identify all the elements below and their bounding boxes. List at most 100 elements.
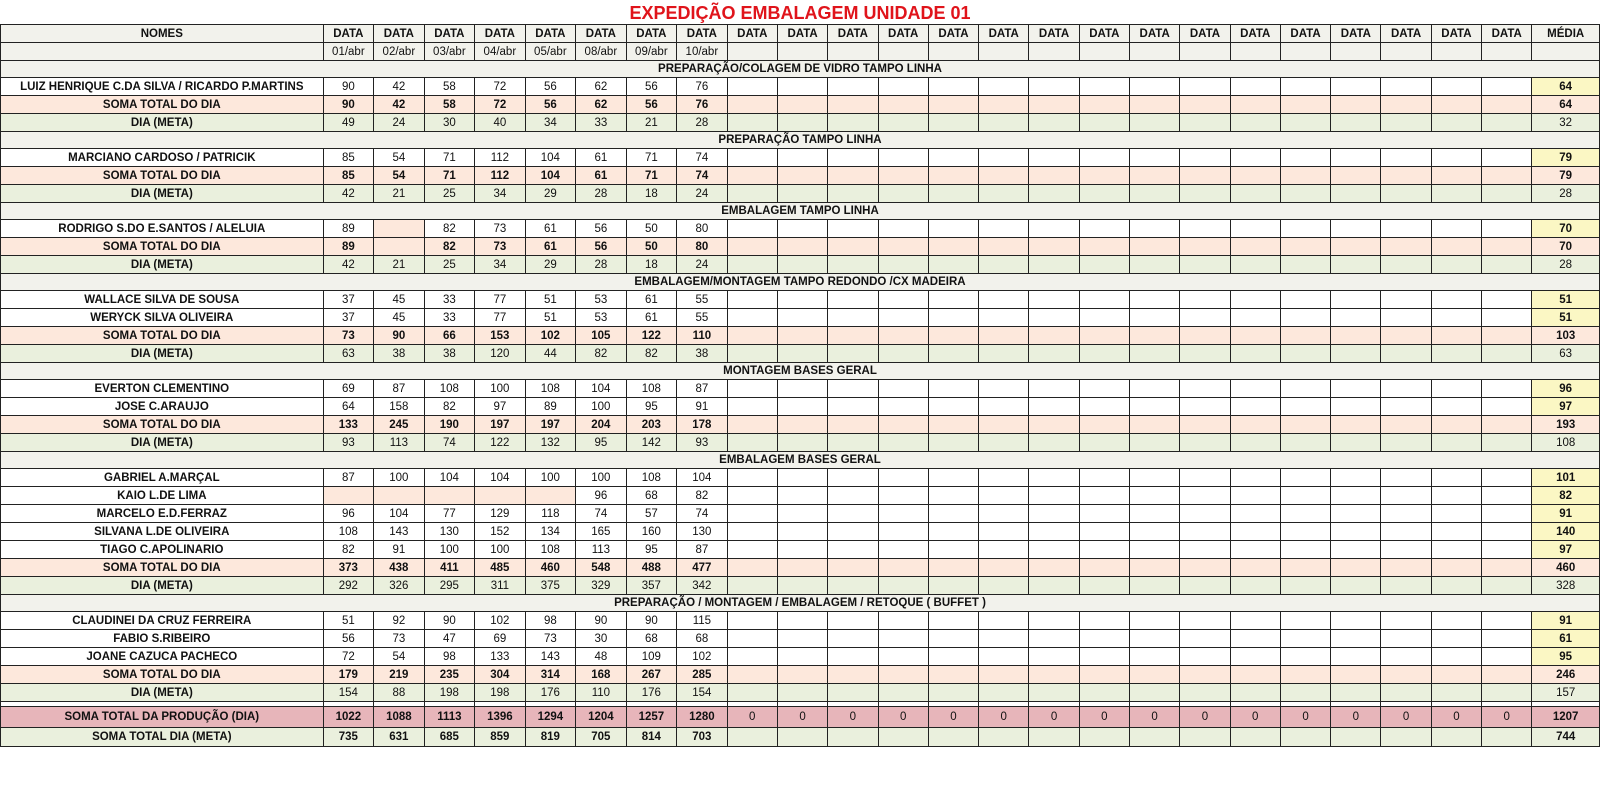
value-cell[interactable] xyxy=(1430,184,1483,203)
value-cell[interactable] xyxy=(1229,113,1281,132)
value-cell[interactable] xyxy=(1028,504,1080,523)
value-cell[interactable] xyxy=(1179,148,1231,167)
value-cell[interactable]: 38 xyxy=(373,344,425,363)
value-cell[interactable]: 98 xyxy=(524,611,577,630)
date-cell[interactable]: 03/abr xyxy=(423,42,476,61)
value-cell[interactable] xyxy=(927,237,980,256)
value-cell[interactable]: 93 xyxy=(676,433,728,452)
value-cell[interactable]: 142 xyxy=(625,433,678,452)
value-cell[interactable] xyxy=(978,522,1030,541)
value-cell[interactable] xyxy=(1078,558,1130,577)
value-cell[interactable] xyxy=(1481,308,1533,327)
date-cell[interactable] xyxy=(1229,42,1281,61)
value-cell[interactable]: 56 xyxy=(524,77,577,96)
zero-cell[interactable]: 0 xyxy=(827,706,879,728)
date-cell[interactable]: 04/abr xyxy=(474,42,526,61)
value-cell[interactable] xyxy=(1481,237,1533,256)
value-cell[interactable] xyxy=(877,219,929,238)
value-cell[interactable] xyxy=(1430,468,1483,487)
value-cell[interactable]: 115 xyxy=(676,611,728,630)
value-cell[interactable] xyxy=(1430,665,1483,684)
value-cell[interactable] xyxy=(726,219,778,238)
value-cell[interactable] xyxy=(927,255,980,274)
value-cell[interactable] xyxy=(877,468,929,487)
value-cell[interactable] xyxy=(877,184,929,203)
meta-row-avg[interactable]: 28 xyxy=(1531,255,1600,274)
value-cell[interactable] xyxy=(927,148,980,167)
value-cell[interactable] xyxy=(726,344,778,363)
value-cell[interactable] xyxy=(927,486,980,505)
meta-row-avg[interactable]: 28 xyxy=(1531,184,1600,203)
value-cell[interactable]: 25 xyxy=(423,255,476,274)
value-cell[interactable] xyxy=(1028,665,1080,684)
value-cell[interactable]: 267 xyxy=(625,665,678,684)
value-cell[interactable]: 62 xyxy=(575,95,627,114)
header-data[interactable]: DATA xyxy=(927,24,980,43)
zero-cell[interactable]: 0 xyxy=(1028,706,1080,728)
value-cell[interactable] xyxy=(1279,611,1332,630)
value-cell[interactable]: 55 xyxy=(676,290,728,309)
value-cell[interactable] xyxy=(776,344,829,363)
value-cell[interactable] xyxy=(1481,629,1533,648)
soma-row-avg[interactable]: 193 xyxy=(1531,415,1600,434)
value-cell[interactable]: 113 xyxy=(575,540,627,559)
value-cell[interactable] xyxy=(776,148,829,167)
value-cell[interactable] xyxy=(877,379,929,398)
value-cell[interactable]: 143 xyxy=(524,647,577,666)
value-cell[interactable] xyxy=(776,95,829,114)
person-row-name[interactable]: JOANE CAZUCA PACHECO xyxy=(0,647,324,666)
value-cell[interactable]: 63 xyxy=(322,344,375,363)
value-cell[interactable]: 90 xyxy=(322,95,375,114)
value-cell[interactable]: 90 xyxy=(322,77,375,96)
person-row-avg[interactable]: 64 xyxy=(1531,77,1600,96)
value-cell[interactable] xyxy=(776,113,829,132)
value-cell[interactable]: 104 xyxy=(423,468,476,487)
value-cell[interactable]: 1022 xyxy=(322,706,375,728)
value-cell[interactable] xyxy=(877,683,929,702)
value-cell[interactable] xyxy=(827,397,879,416)
value-cell[interactable] xyxy=(1330,255,1382,274)
zero-cell[interactable]: 0 xyxy=(1481,706,1533,728)
value-cell[interactable] xyxy=(1279,344,1332,363)
value-cell[interactable] xyxy=(1028,647,1080,666)
value-cell[interactable]: 34 xyxy=(474,255,526,274)
value-cell[interactable]: 89 xyxy=(322,219,375,238)
value-cell[interactable]: 77 xyxy=(474,308,526,327)
value-cell[interactable] xyxy=(877,665,929,684)
value-cell[interactable] xyxy=(877,433,929,452)
person-row-avg[interactable]: 97 xyxy=(1531,540,1600,559)
value-cell[interactable] xyxy=(1179,433,1231,452)
value-cell[interactable] xyxy=(1128,540,1181,559)
value-cell[interactable] xyxy=(827,219,879,238)
zero-cell[interactable]: 0 xyxy=(1279,706,1332,728)
value-cell[interactable]: 134 xyxy=(524,522,577,541)
value-cell[interactable]: 122 xyxy=(474,433,526,452)
value-cell[interactable] xyxy=(927,558,980,577)
date-cell[interactable] xyxy=(1481,42,1533,61)
value-cell[interactable] xyxy=(877,237,929,256)
value-cell[interactable]: 178 xyxy=(676,415,728,434)
value-cell[interactable] xyxy=(927,290,980,309)
value-cell[interactable] xyxy=(1128,665,1181,684)
meta-row-name[interactable]: DIA (META) xyxy=(0,255,324,274)
value-cell[interactable] xyxy=(1128,290,1181,309)
value-cell[interactable] xyxy=(1380,397,1432,416)
value-cell[interactable] xyxy=(927,611,980,630)
value-cell[interactable] xyxy=(776,77,829,96)
value-cell[interactable] xyxy=(1128,611,1181,630)
header-names[interactable]: NOMES xyxy=(0,24,324,43)
value-cell[interactable]: 176 xyxy=(625,683,678,702)
value-cell[interactable]: 25 xyxy=(423,184,476,203)
value-cell[interactable]: 37 xyxy=(322,308,375,327)
person-row-name[interactable]: EVERTON CLEMENTINO xyxy=(0,379,324,398)
date-cell[interactable] xyxy=(827,42,879,61)
value-cell[interactable] xyxy=(1330,290,1382,309)
value-cell[interactable] xyxy=(1128,415,1181,434)
date-cell[interactable] xyxy=(1028,42,1080,61)
value-cell[interactable]: 342 xyxy=(676,576,728,595)
value-cell[interactable] xyxy=(978,397,1030,416)
value-cell[interactable] xyxy=(978,77,1030,96)
value-cell[interactable] xyxy=(1179,113,1231,132)
value-cell[interactable] xyxy=(1179,326,1231,345)
value-cell[interactable] xyxy=(726,379,778,398)
